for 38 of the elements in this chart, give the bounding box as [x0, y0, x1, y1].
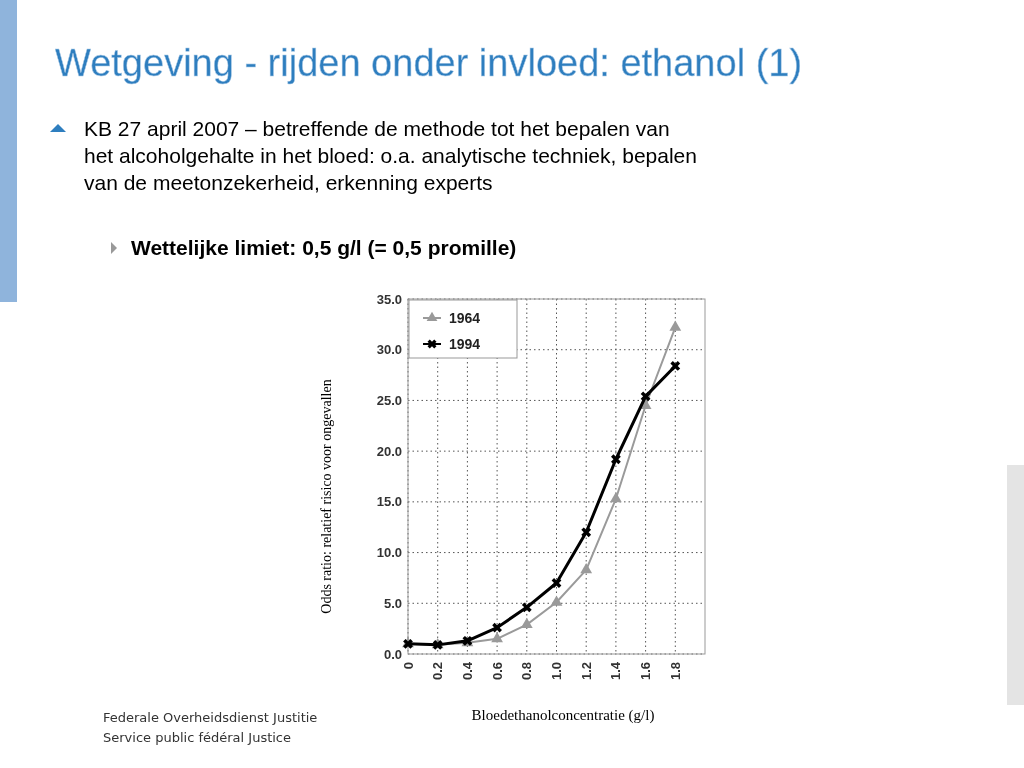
x-axis-title: Bloedethanolconcentratie (g/l) [471, 707, 655, 724]
point [610, 492, 622, 503]
x-tick-label: 0 [400, 662, 416, 670]
x-tick-label: 1.0 [549, 662, 565, 681]
text: KB 27 april 2007 – betreffende de methode tot het bepalen van het alcoholgehalte in het bloed: o.a. analytische techniek, bepalen van de meetonzekerheid, erkenning experts [84, 117, 697, 194]
x-tick-label: 1.6 [638, 662, 654, 681]
point [491, 631, 503, 643]
y-tick-label: 25.0 [376, 392, 402, 408]
text: Wettelijke limiet: 0,5 g/l (= 0,5 promille) [131, 236, 517, 259]
y-tick-label: 20.0 [376, 443, 402, 459]
y-tick-label: 15.0 [376, 494, 402, 510]
x-tick-label: 0.8 [519, 662, 535, 681]
y-axis-title: Odds ratio: relatief risico voor ongevallen [318, 379, 334, 614]
chart-title: Wetgeving - rijden onder invloed: ethanol (1) [55, 42, 803, 84]
point [611, 454, 621, 465]
point [669, 320, 682, 331]
y-tick-label: 35.0 [376, 291, 402, 307]
legend-label: 1994 [449, 335, 481, 352]
y-tick-label: 0.0 [383, 646, 402, 662]
point [492, 622, 502, 633]
point [640, 391, 651, 402]
point [550, 595, 563, 606]
point [521, 602, 532, 613]
x-tick-label: 1.4 [608, 661, 624, 681]
text: Federale Overheidsdienst Justitie [103, 710, 318, 725]
x-tick-label: 0.2 [430, 662, 446, 681]
x-tick-label: 1.8 [667, 662, 683, 681]
x-tick-label: 0.4 [459, 661, 475, 681]
legend-label: 1964 [449, 309, 481, 326]
x-tick-label: 0.6 [489, 662, 505, 681]
point [581, 527, 592, 538]
point [580, 563, 593, 574]
point [670, 361, 681, 371]
y-tick-label: 30.0 [376, 342, 402, 358]
x-tick-label: 1.2 [578, 662, 594, 681]
y-tick-label: 10.0 [376, 545, 402, 561]
y-tick-label: 5.0 [383, 595, 402, 611]
text: Service public fédéral Justice [103, 730, 292, 745]
